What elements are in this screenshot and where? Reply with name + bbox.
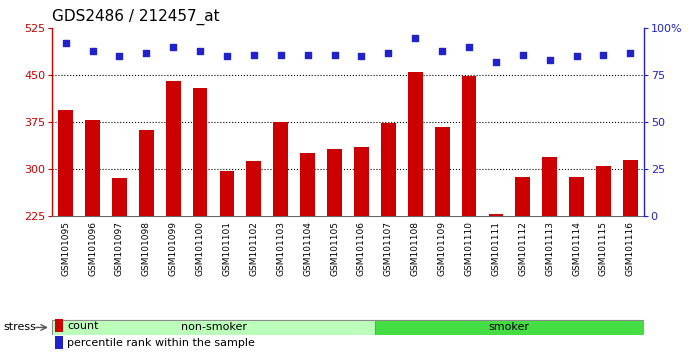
Point bbox=[464, 44, 475, 50]
Bar bbox=[596, 166, 611, 354]
Text: GSM101102: GSM101102 bbox=[249, 221, 258, 276]
Bar bbox=[569, 177, 584, 354]
Text: GSM101095: GSM101095 bbox=[61, 221, 70, 276]
Text: GSM101114: GSM101114 bbox=[572, 221, 581, 276]
Point bbox=[114, 53, 125, 59]
Bar bbox=[112, 178, 127, 354]
Bar bbox=[246, 161, 261, 354]
Point bbox=[87, 48, 98, 54]
Text: GDS2486 / 212457_at: GDS2486 / 212457_at bbox=[52, 8, 220, 25]
Bar bbox=[435, 127, 450, 354]
Text: GSM101101: GSM101101 bbox=[223, 221, 232, 276]
Bar bbox=[516, 177, 530, 354]
Text: smoker: smoker bbox=[489, 322, 530, 332]
Text: GSM101098: GSM101098 bbox=[142, 221, 151, 276]
Text: GSM101096: GSM101096 bbox=[88, 221, 97, 276]
Point bbox=[598, 52, 609, 57]
Bar bbox=[375, 320, 644, 335]
Bar bbox=[623, 160, 638, 354]
Point bbox=[194, 48, 205, 54]
Text: GSM101103: GSM101103 bbox=[276, 221, 285, 276]
Bar bbox=[139, 130, 154, 354]
Point bbox=[436, 48, 448, 54]
Text: GSM101116: GSM101116 bbox=[626, 221, 635, 276]
Bar bbox=[166, 81, 180, 354]
Bar bbox=[55, 336, 63, 349]
Point bbox=[544, 57, 555, 63]
Bar bbox=[55, 319, 63, 332]
Point bbox=[490, 59, 501, 65]
Text: GSM101097: GSM101097 bbox=[115, 221, 124, 276]
Point bbox=[221, 53, 232, 59]
Text: GSM101104: GSM101104 bbox=[303, 221, 313, 276]
Point bbox=[517, 52, 528, 57]
Point bbox=[383, 50, 394, 56]
Bar bbox=[408, 72, 422, 354]
Bar bbox=[300, 153, 315, 354]
Text: GSM101099: GSM101099 bbox=[168, 221, 177, 276]
Text: GSM101100: GSM101100 bbox=[196, 221, 205, 276]
Text: count: count bbox=[67, 321, 99, 331]
Text: GSM101108: GSM101108 bbox=[411, 221, 420, 276]
Bar bbox=[274, 121, 288, 354]
Text: GSM101106: GSM101106 bbox=[357, 221, 366, 276]
Bar bbox=[58, 110, 73, 354]
Text: GSM101107: GSM101107 bbox=[383, 221, 393, 276]
Point bbox=[410, 35, 421, 41]
Point bbox=[60, 40, 71, 46]
Point bbox=[356, 53, 367, 59]
Bar bbox=[381, 123, 396, 354]
Point bbox=[625, 50, 636, 56]
Text: percentile rank within the sample: percentile rank within the sample bbox=[67, 338, 255, 348]
Text: GSM101112: GSM101112 bbox=[519, 221, 528, 276]
Bar bbox=[542, 156, 557, 354]
Text: GSM101105: GSM101105 bbox=[330, 221, 339, 276]
Text: GSM101113: GSM101113 bbox=[545, 221, 554, 276]
Bar bbox=[461, 76, 476, 354]
Bar bbox=[85, 120, 100, 354]
Bar bbox=[52, 320, 375, 335]
Text: stress: stress bbox=[3, 322, 36, 332]
Bar bbox=[354, 147, 369, 354]
Bar bbox=[220, 171, 235, 354]
Text: non-smoker: non-smoker bbox=[180, 322, 246, 332]
Point bbox=[302, 52, 313, 57]
Text: GSM101110: GSM101110 bbox=[464, 221, 473, 276]
Bar bbox=[489, 214, 503, 354]
Bar bbox=[193, 88, 207, 354]
Bar bbox=[327, 149, 342, 354]
Text: GSM101111: GSM101111 bbox=[491, 221, 500, 276]
Point bbox=[168, 44, 179, 50]
Point bbox=[571, 53, 582, 59]
Text: GSM101109: GSM101109 bbox=[438, 221, 447, 276]
Point bbox=[329, 52, 340, 57]
Point bbox=[248, 52, 260, 57]
Text: GSM101115: GSM101115 bbox=[599, 221, 608, 276]
Point bbox=[275, 52, 286, 57]
Point bbox=[141, 50, 152, 56]
